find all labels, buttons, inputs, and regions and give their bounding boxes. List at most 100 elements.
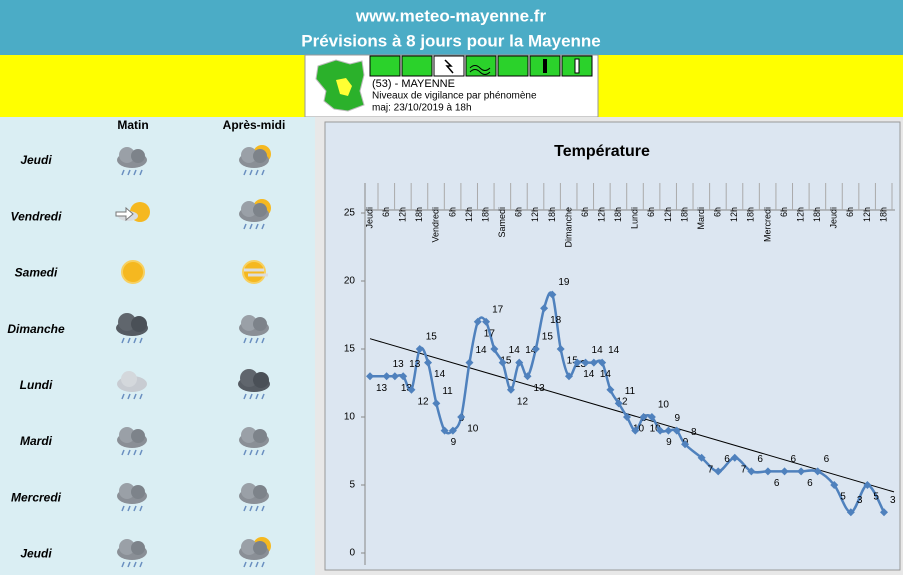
x-tick-label: 18h xyxy=(547,207,557,222)
data-label: 8 xyxy=(691,427,697,438)
data-label: 6 xyxy=(807,478,813,489)
data-point xyxy=(515,358,524,367)
data-label: 14 xyxy=(592,345,604,356)
data-label: 3 xyxy=(857,495,863,506)
data-label: 6 xyxy=(774,478,780,489)
x-tick-label: 12h xyxy=(464,207,474,222)
day-label: Jeudi xyxy=(20,153,52,167)
data-point xyxy=(730,453,739,462)
chart-area xyxy=(324,121,901,571)
forecast-panel xyxy=(0,117,315,575)
data-point xyxy=(382,372,391,381)
chart-title: Température xyxy=(554,143,650,160)
data-label: 12 xyxy=(517,396,529,407)
data-label: 15 xyxy=(567,356,579,367)
data-label: 14 xyxy=(434,369,446,380)
x-tick-label: 6h xyxy=(646,207,656,217)
data-point xyxy=(448,426,457,435)
data-label: 13 xyxy=(393,359,405,370)
data-point xyxy=(573,358,582,367)
vigilance-subtitle: Niveaux de vigilance par phénomène xyxy=(372,91,537,102)
data-label: 6 xyxy=(757,454,763,465)
data-label: 3 xyxy=(890,495,896,506)
data-label: 17 xyxy=(492,304,504,315)
site-name: www.meteo-mayenne.fr xyxy=(355,6,547,25)
data-label: 12 xyxy=(417,396,429,407)
vigilance-department: (53) - MAYENNE xyxy=(372,78,455,90)
day-label: Vendredi xyxy=(11,209,63,223)
y-tick-label: 5 xyxy=(349,480,355,491)
x-tick-label: 12h xyxy=(398,207,408,222)
data-point xyxy=(366,372,374,381)
data-point xyxy=(424,358,433,367)
x-tick-label: 18h xyxy=(746,207,756,222)
data-point xyxy=(440,426,449,435)
vigilance-updated: maj: 23/10/2019 à 18h xyxy=(372,103,472,114)
x-tick-label: Jeudi xyxy=(829,207,839,229)
x-tick-label: 18h xyxy=(480,207,490,222)
data-label: 6 xyxy=(824,454,830,465)
x-tick-label: 6h xyxy=(779,207,789,217)
data-label: 15 xyxy=(426,332,438,343)
x-tick-label: Vendredi xyxy=(431,207,441,243)
data-label: 14 xyxy=(600,369,612,380)
data-point xyxy=(598,358,607,367)
data-point xyxy=(606,385,615,394)
y-tick-label: 10 xyxy=(344,412,356,423)
data-label: 6 xyxy=(724,454,730,465)
data-label: 18 xyxy=(550,315,562,326)
data-label: 9 xyxy=(666,437,672,448)
page-title: Prévisions à 8 jours pour la Mayenne xyxy=(301,31,601,50)
y-tick-label: 20 xyxy=(344,276,356,287)
data-point xyxy=(407,385,416,394)
x-tick-label: Mercredi xyxy=(762,207,772,242)
data-point xyxy=(465,358,474,367)
data-point xyxy=(863,481,872,489)
y-tick-label: 25 xyxy=(344,208,356,219)
data-point xyxy=(531,345,540,353)
day-label: Dimanche xyxy=(7,322,65,336)
column-header: Après-midi xyxy=(223,118,286,132)
data-point xyxy=(581,358,590,367)
data-point xyxy=(490,345,499,353)
data-label: 15 xyxy=(500,356,512,367)
x-tick-label: Dimanche xyxy=(563,207,573,248)
data-label: 14 xyxy=(608,345,620,356)
header-band xyxy=(0,0,903,55)
data-label: 7 xyxy=(708,464,714,475)
x-tick-label: 6h xyxy=(580,207,590,217)
x-tick-label: 12h xyxy=(795,207,805,222)
data-label: 5 xyxy=(873,492,879,503)
day-label: Jeudi xyxy=(20,547,52,561)
x-tick-label: 6h xyxy=(713,207,723,217)
y-tick-label: 15 xyxy=(344,344,356,355)
data-label: 10 xyxy=(633,424,645,435)
data-point xyxy=(415,345,424,353)
data-point xyxy=(473,317,482,326)
data-point xyxy=(830,481,839,489)
data-point xyxy=(623,413,631,421)
data-point xyxy=(647,413,656,421)
x-tick-label: 6h xyxy=(845,207,855,217)
data-label: 14 xyxy=(583,369,595,380)
data-point xyxy=(432,399,441,408)
data-point xyxy=(880,508,888,517)
data-label: 12 xyxy=(616,396,628,407)
data-point xyxy=(639,413,648,421)
day-label: Mercredi xyxy=(11,490,62,504)
data-point xyxy=(548,290,557,299)
day-label: Lundi xyxy=(20,378,53,392)
data-label: 15 xyxy=(542,332,554,343)
data-point xyxy=(540,304,549,313)
x-tick-label: 6h xyxy=(381,207,391,217)
x-tick-label: 12h xyxy=(597,207,607,222)
data-point xyxy=(399,372,408,381)
data-point xyxy=(780,467,789,476)
day-label: Mardi xyxy=(20,434,53,448)
map-highlight xyxy=(336,78,352,96)
x-tick-label: Jeudi xyxy=(364,207,374,229)
data-label: 13 xyxy=(409,359,421,370)
trend-line xyxy=(369,338,895,493)
data-point xyxy=(813,467,822,476)
data-label: 13 xyxy=(401,383,413,394)
